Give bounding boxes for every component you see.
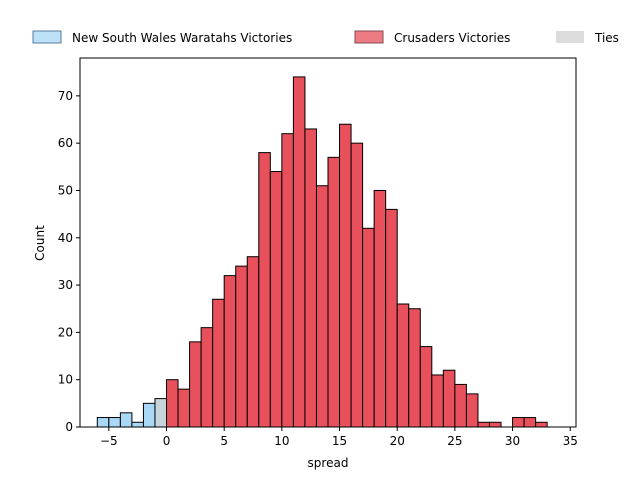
- x-tick-label: 35: [563, 434, 578, 448]
- y-tick-label: 30: [58, 278, 73, 292]
- histogram-bar-series-1-bin-5: [223, 275, 237, 428]
- histogram-bar-series-1-bin-6: [235, 265, 248, 428]
- legend-swatch-ties: [556, 31, 584, 43]
- histogram-bar-series-1-bin-10: [281, 133, 294, 428]
- histogram-bar-series-1-bin-4: [212, 298, 225, 428]
- x-axis-label: spread: [308, 456, 349, 470]
- histogram-bar-series-1-bin-2: [189, 341, 202, 428]
- histogram-bar-series-1-bin-27: [477, 421, 490, 428]
- histogram-bar-series-0-bin-2: [119, 412, 133, 428]
- y-tick-label: 50: [58, 183, 73, 197]
- histogram-bar-series-1-bin-21: [408, 308, 421, 428]
- x-tick-label: 0: [163, 434, 171, 448]
- histogram-bar-series-1-bin-31: [535, 421, 548, 428]
- histogram-bar-series-1-bin-11: [292, 76, 306, 428]
- histogram-bar-series-1-bin-29: [512, 417, 525, 428]
- histogram-bar-series-1-bin-28: [488, 421, 502, 428]
- y-tick-label: 60: [58, 136, 73, 150]
- x-tick-label: 20: [390, 434, 405, 448]
- plot-frame: [79, 57, 577, 428]
- legend-label-ties: Ties: [594, 31, 619, 45]
- legend-item-waratahs: New South Wales Waratahs Victories: [32, 30, 292, 45]
- histogram-bar-series-1-bin-25: [454, 383, 467, 428]
- histogram-bar-series-1-bin-19: [385, 208, 398, 428]
- legend-label-waratahs: New South Wales Waratahs Victories: [72, 31, 292, 45]
- x-tick-label: 10: [274, 434, 289, 448]
- histogram-bar-series-1-bin-15: [339, 123, 352, 428]
- x-axis-ticks: −5 0 5 10 15 20 25 30 35: [100, 427, 578, 448]
- histogram-bar-series-1-bin-3: [200, 327, 214, 428]
- legend: New South Wales Waratahs Victories Crusa…: [32, 30, 619, 45]
- histogram-bar-series-1-bin-26: [465, 393, 479, 428]
- histogram-bar-series-2-bin-0: [154, 398, 168, 428]
- y-tick-label: 20: [58, 325, 73, 339]
- histogram-bar-series-1-bin-16: [350, 142, 364, 428]
- histogram-bar-series-1-bin-13: [315, 185, 329, 428]
- histogram-bar-series-1-bin-1: [177, 388, 191, 428]
- histogram-bar-series-1-bin-7: [246, 256, 260, 428]
- histogram-bar-series-1-bin-24: [442, 369, 456, 428]
- histogram-bar-series-1-bin-17: [362, 227, 375, 428]
- x-tick-label: 5: [220, 434, 228, 448]
- legend-swatch-waratahs: [32, 30, 62, 44]
- histogram-bar-series-1-bin-9: [269, 171, 283, 428]
- x-tick-label: 25: [447, 434, 462, 448]
- histogram-bar-series-0-bin-1: [108, 417, 121, 428]
- histogram-bar-series-1-bin-0: [166, 379, 179, 428]
- legend-label-crusaders: Crusaders Victories: [394, 31, 510, 45]
- legend-item-crusaders: Crusaders Victories: [354, 30, 510, 45]
- histogram-bars: [96, 76, 548, 428]
- histogram-bar-series-1-bin-20: [396, 303, 410, 428]
- x-tick-label: 15: [332, 434, 347, 448]
- histogram-bar-series-1-bin-22: [419, 346, 433, 428]
- histogram-bar-series-1-bin-23: [431, 374, 444, 428]
- x-tick-label: −5: [100, 434, 118, 448]
- histogram-bar-series-1-bin-18: [373, 189, 387, 428]
- x-tick-label: 30: [505, 434, 520, 448]
- y-tick-label: 0: [65, 420, 73, 434]
- histogram-bar-series-1-bin-14: [327, 156, 341, 428]
- y-axis-label: Count: [33, 225, 47, 261]
- y-tick-label: 70: [58, 89, 73, 103]
- y-tick-label: 40: [58, 231, 73, 245]
- histogram-bar-series-1-bin-12: [304, 128, 317, 428]
- y-tick-label: 10: [58, 373, 73, 387]
- histogram-bar-series-0-bin-3: [131, 421, 144, 428]
- histogram-bar-series-1-bin-8: [258, 152, 271, 428]
- histogram-bar-series-1-bin-30: [523, 417, 537, 428]
- histogram-bar-series-0-bin-0: [96, 417, 110, 428]
- legend-item-ties: Ties: [556, 31, 619, 45]
- histogram-bar-series-0-bin-4: [142, 402, 156, 428]
- y-axis-ticks: 0 10 20 30 40 50 60 70: [58, 89, 80, 434]
- legend-swatch-crusaders: [354, 30, 384, 44]
